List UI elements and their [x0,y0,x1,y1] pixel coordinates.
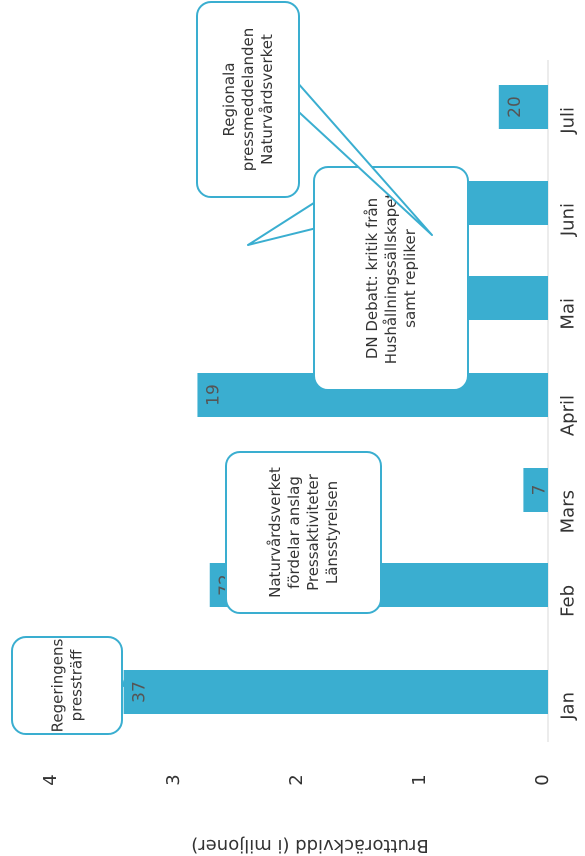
x-tick-mars: Mars [558,490,579,533]
callout-box [196,1,300,198]
callout-text-line: DN Debatt: kritik från [363,198,381,359]
y-tick-0: 0 [532,774,553,785]
callout-juni: Regionala pressmeddelanden Naturvårdsverke… [196,1,433,236]
callout-text-line: fördelar anslag [285,476,303,589]
y-tick-4: 4 [40,774,61,785]
y-axis-label: Bruttoräckvidd (i miljoner) [191,835,428,856]
callout-box [11,636,123,735]
y-tick-2: 2 [286,774,307,785]
x-tick-mai: Mai [558,298,579,330]
data-label-jan: 37 [130,681,150,703]
x-tick-jan: Jan [558,692,579,721]
callout-text-line: Länsstyrelsen [323,481,341,584]
callout-text-line: pressmeddelanden [239,28,257,171]
data-label-mars: 7 [529,485,549,496]
callout-text-line: Hushållningssällskapet [382,193,400,365]
x-tick-feb: Feb [558,585,579,617]
x-tick-juni: Juni [558,203,579,237]
callout-jan: Regeringens pressträff [11,636,125,735]
callout-text-line: samt repliker [401,228,419,328]
y-tick-3: 3 [163,774,184,785]
callout-text-line: Naturvårdsverket [266,467,284,598]
callout-text-line: pressträff [68,649,86,721]
x-tick-april: April [558,395,579,436]
bar-mars [523,468,548,512]
data-label-april: 19 [203,384,223,406]
callout-text-line: Regionala [220,63,238,137]
bar-jan [123,670,549,714]
callout-feb: Naturvårdsverket fördelar anslag Pressakti… [225,451,382,614]
callout-box [313,166,469,391]
bar-juli [498,85,548,129]
y-tick-1: 1 [409,774,430,785]
callout-box [225,451,382,614]
data-label-juli: 20 [505,96,525,118]
callout-april: DN Debatt: kritik från Hushållningssällsk… [247,166,469,391]
callout-text-line: Pressaktiviteter [304,473,322,591]
x-tick-juli: Juli [558,107,579,135]
callout-text-line: Regeringens [49,638,67,732]
callout-text-line: Naturvårdsverket [258,34,276,165]
